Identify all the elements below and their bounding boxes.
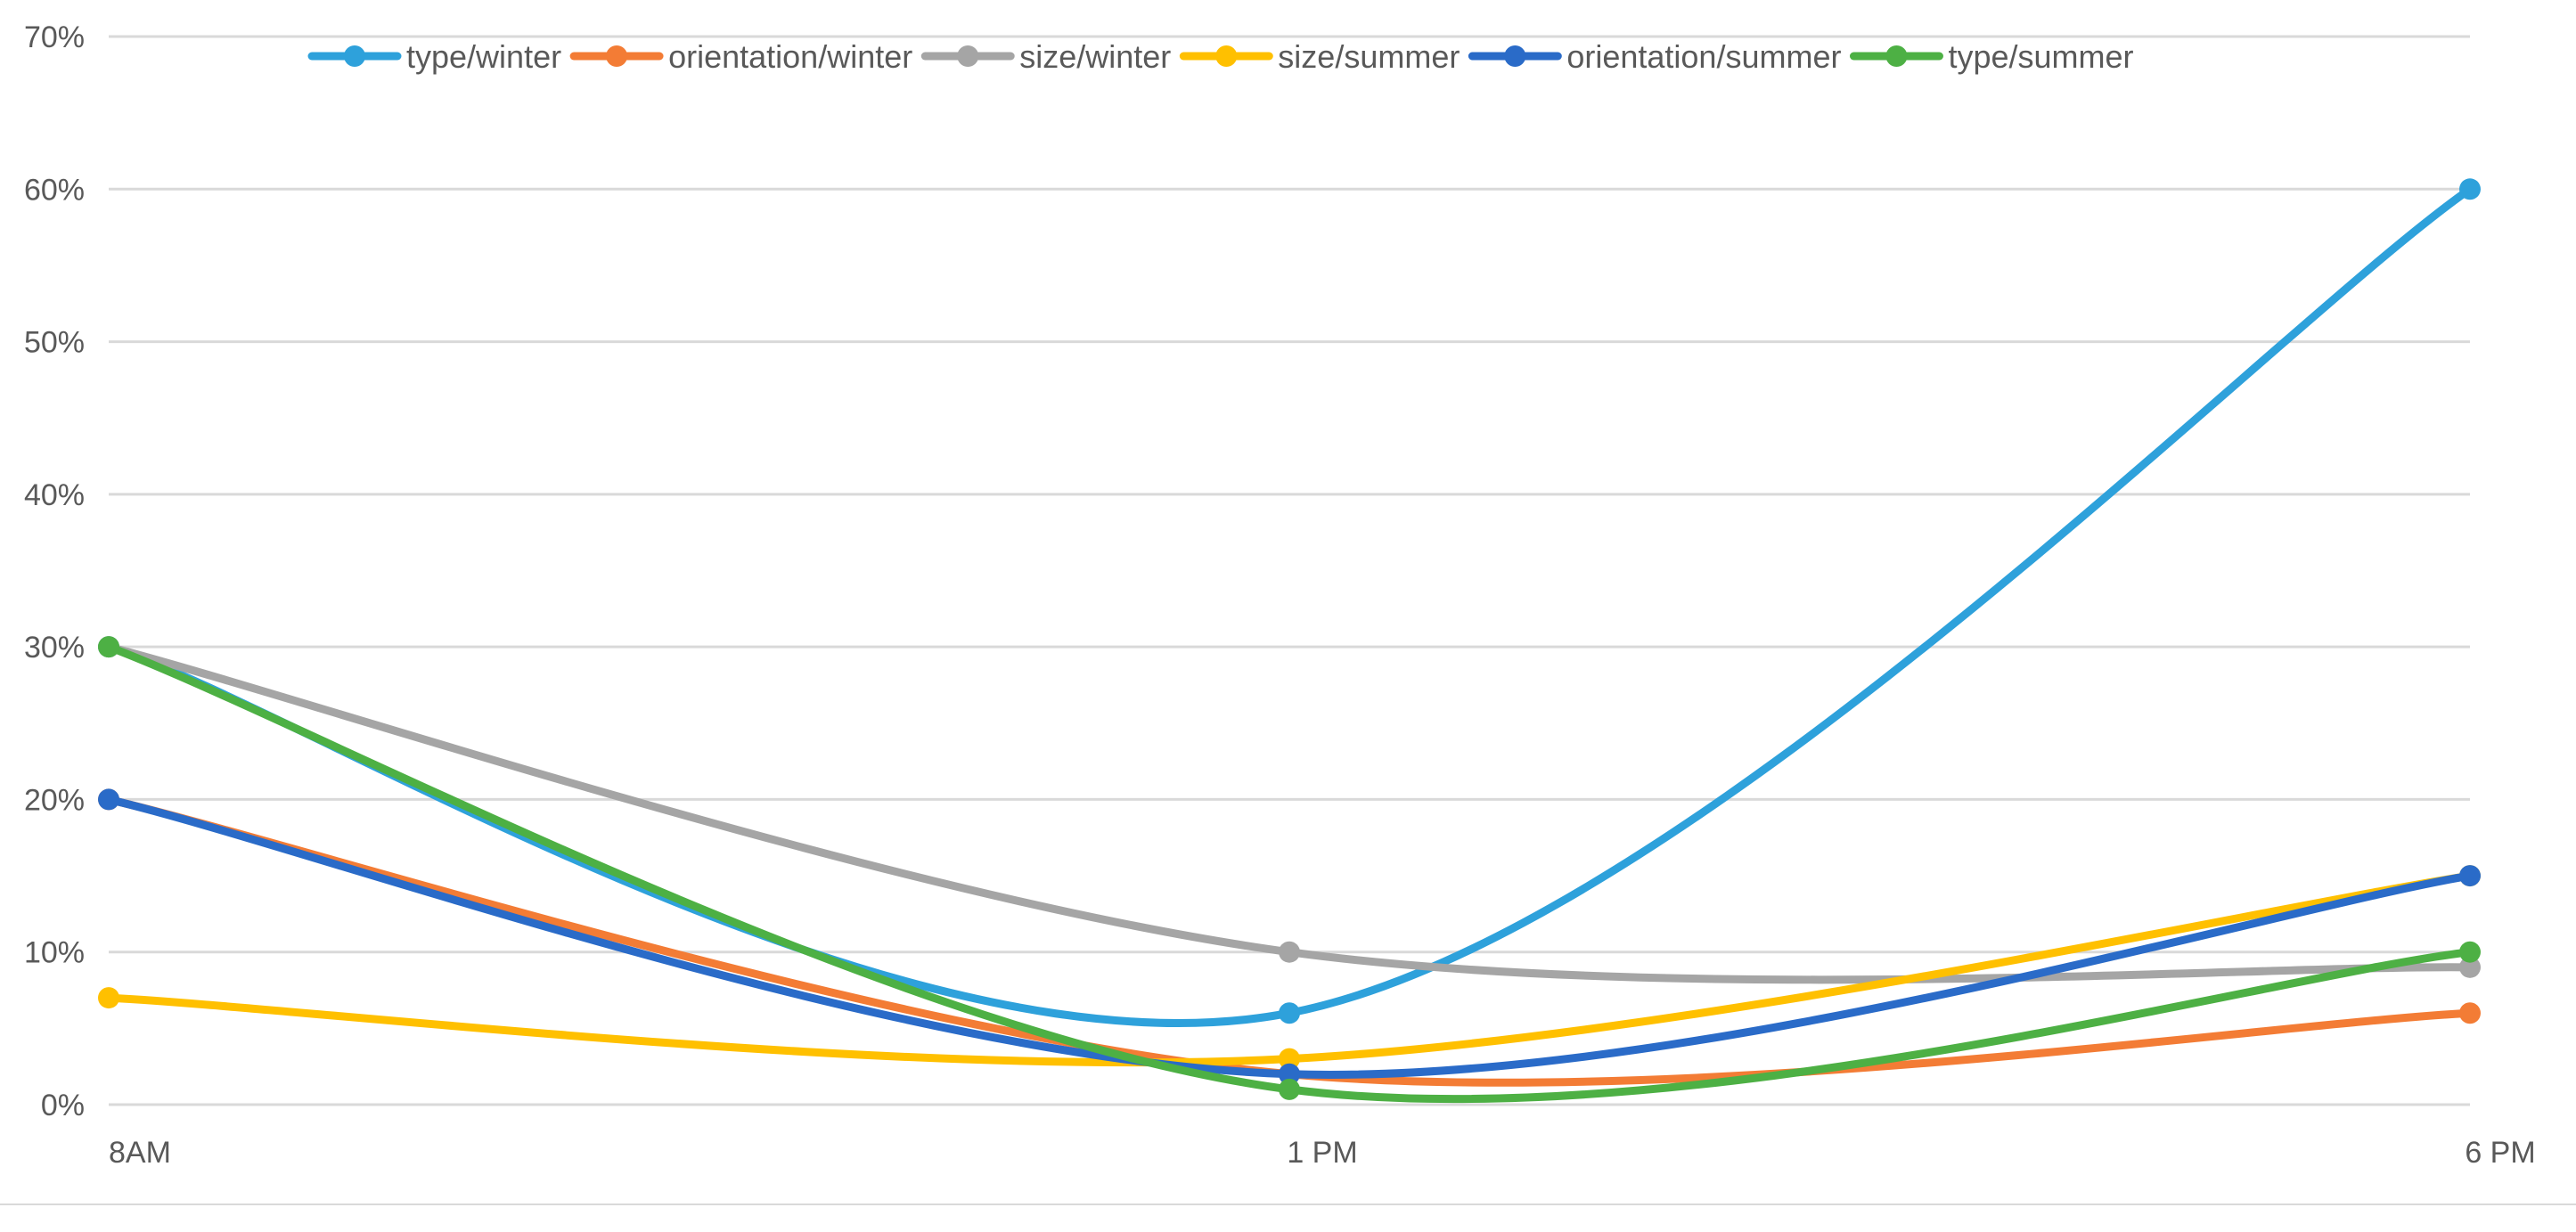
y-tick-label: 0%	[41, 1089, 85, 1122]
data-point	[98, 636, 119, 658]
legend-label: orientation/summer	[1566, 38, 1841, 75]
legend-item: size/winter	[920, 38, 1171, 75]
y-tick-label: 10%	[24, 936, 85, 970]
series-line	[104, 642, 2474, 1104]
y-tick-label: 40%	[24, 478, 85, 512]
legend-item: type/winter	[307, 38, 561, 75]
y-tick-label: 50%	[24, 326, 85, 360]
data-point	[2459, 865, 2481, 887]
data-point	[2459, 956, 2481, 978]
legend-item: orientation/summer	[1468, 38, 1841, 75]
legend-swatch-marker	[957, 45, 979, 67]
legend-item: type/summer	[1849, 38, 2134, 75]
data-point	[2459, 941, 2481, 963]
data-point	[1279, 1063, 1300, 1085]
series-line	[104, 642, 2474, 984]
data-point	[1279, 941, 1300, 963]
y-tick-label: 60%	[24, 173, 85, 207]
legend-label: size/winter	[1019, 38, 1171, 75]
y-axis-ticks: 0% 10% 20% 30% 40% 50% 60% 70%	[24, 20, 85, 1122]
legend-swatch-marker	[1504, 45, 1526, 67]
x-axis-ticks: 8AM 1 PM 6 PM	[109, 1136, 2536, 1170]
data-point	[2459, 178, 2481, 200]
legend-label: size/summer	[1278, 38, 1460, 75]
data-point	[98, 987, 119, 1009]
legend-label: type/summer	[1948, 38, 2133, 75]
series-lines	[98, 178, 2481, 1104]
series-type-summer	[98, 636, 2481, 1104]
legend-swatch-marker	[1885, 45, 1908, 67]
x-tick-label: 6 PM	[2465, 1136, 2535, 1170]
series-orientation-summer	[98, 788, 2481, 1085]
y-tick-label: 20%	[24, 783, 85, 817]
legend: type/winter orientation/winter size/winter…	[307, 38, 2134, 75]
y-tick-label: 30%	[24, 631, 85, 665]
data-point	[1279, 1078, 1300, 1100]
x-tick-label: 1 PM	[1287, 1136, 1357, 1170]
y-tick-label: 70%	[24, 20, 85, 54]
legend-item: size/summer	[1179, 38, 1460, 75]
x-tick-label: 8AM	[109, 1136, 171, 1170]
legend-item: orientation/winter	[569, 38, 912, 75]
data-point	[2459, 1002, 2481, 1024]
legend-swatch-marker	[606, 45, 628, 67]
data-point	[1279, 1002, 1300, 1024]
legend-label: orientation/winter	[668, 38, 912, 75]
gridlines	[109, 35, 2470, 1106]
legend-label: type/winter	[406, 38, 561, 75]
series-line	[104, 795, 2474, 1079]
legend-swatch-marker	[1215, 45, 1238, 67]
data-point	[98, 788, 119, 811]
data-point	[1279, 1048, 1300, 1070]
legend-swatch-marker	[344, 45, 365, 67]
